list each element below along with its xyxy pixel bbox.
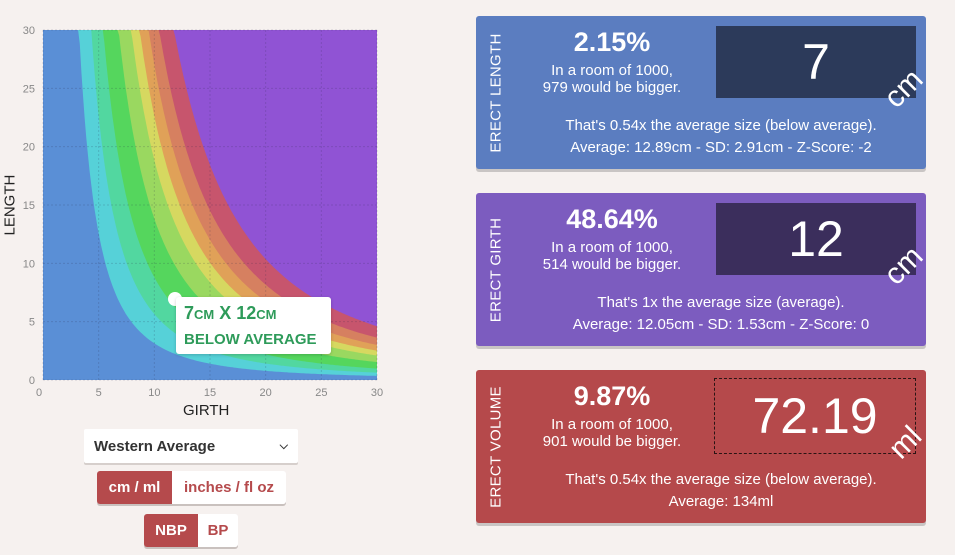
y-tick-label: 10	[23, 258, 35, 270]
length-card: ERECT LENGTH 2.15% In a room of 1000, 97…	[476, 16, 926, 169]
volume-room-line1: In a room of 1000,	[551, 416, 673, 433]
x-tick-label: 30	[371, 387, 383, 399]
unit-option-imperial[interactable]: inches / fl oz	[172, 471, 286, 504]
volume-room-line2: 901 would be bigger.	[542, 433, 682, 450]
tooltip-size: 7CM X 12CM	[184, 303, 277, 323]
y-tick-label: 20	[23, 142, 35, 154]
size-chart: 0 5 10 15 20 25 30 0 5 10 15 20 25 30	[23, 25, 383, 399]
tooltip-rating: BELOW AVERAGE	[184, 331, 317, 348]
volume-percentile: 9.87%	[573, 381, 651, 411]
length-comparison: That's 0.54x the average size (below ave…	[565, 117, 877, 134]
girth-comparison: That's 1x the average size (average).	[597, 294, 845, 311]
girth-percentile: 48.64%	[566, 204, 658, 234]
bp-option-bp[interactable]: BP	[198, 514, 238, 547]
girth-value: 12	[788, 211, 844, 267]
chart-ticks: 0 5 10 15 20 25 30 0 5 10 15 20 25 30	[23, 25, 383, 399]
unit-option-metric[interactable]: cm / ml	[97, 471, 172, 504]
girth-card: ERECT GIRTH 48.64% In a room of 1000, 51…	[476, 193, 926, 346]
unit-toggle: cm / ml inches / fl oz	[97, 471, 286, 504]
population-select[interactable]: Western Average ⌵	[84, 429, 298, 463]
x-tick-label: 15	[204, 387, 216, 399]
volume-card-side: ERECT VOLUME	[476, 370, 516, 523]
volume-value-box: 72.19	[714, 378, 916, 454]
length-card-side: ERECT LENGTH	[476, 16, 516, 169]
chevron-down-icon: ⌵	[279, 439, 288, 452]
x-axis-title: GIRTH	[183, 402, 230, 419]
length-card-label: ERECT LENGTH	[487, 32, 505, 153]
length-stats: Average: 12.89cm - SD: 2.91cm - Z-Score:…	[570, 139, 872, 156]
girth-room-line1: In a room of 1000,	[551, 239, 673, 256]
length-room-line1: In a room of 1000,	[551, 62, 673, 79]
girth-room-line2: 514 would be bigger.	[542, 256, 682, 273]
y-axis-title: LENGTH	[1, 174, 19, 236]
x-tick-label: 5	[96, 387, 102, 399]
y-tick-label: 15	[23, 200, 35, 212]
x-tick-label: 0	[36, 387, 42, 399]
chart-band-9	[48, 30, 377, 327]
x-tick-label: 10	[148, 387, 160, 399]
length-percentile: 2.15%	[573, 27, 651, 57]
volume-value: 72.19	[752, 388, 878, 444]
girth-card-side: ERECT GIRTH	[476, 193, 516, 346]
population-select-value: Western Average	[94, 437, 216, 455]
y-tick-label: 30	[23, 25, 35, 37]
x-tick-label: 20	[260, 387, 272, 399]
y-tick-label: 25	[23, 83, 35, 95]
girth-card-label: ERECT GIRTH	[487, 217, 505, 322]
bp-option-nbp[interactable]: NBP	[144, 514, 198, 547]
y-tick-label: 0	[29, 375, 35, 387]
volume-comparison: That's 0.54x the average size (below ave…	[565, 471, 877, 488]
chart-bands	[43, 30, 377, 380]
volume-card-label: ERECT VOLUME	[487, 385, 505, 508]
size-tooltip: 7CM X 12CM BELOW AVERAGE	[176, 297, 331, 354]
y-tick-label: 5	[29, 317, 35, 329]
length-value: 7	[802, 34, 830, 90]
length-value-box[interactable]: 7	[716, 26, 916, 98]
length-room-line2: 979 would be bigger.	[542, 79, 682, 96]
volume-stats: Average: 134ml	[668, 493, 774, 510]
girth-stats: Average: 12.05cm - SD: 1.53cm - Z-Score:…	[572, 316, 870, 333]
girth-value-box[interactable]: 12	[716, 203, 916, 275]
volume-card: ERECT VOLUME 9.87% In a room of 1000, 90…	[476, 370, 926, 523]
bp-toggle: NBP BP	[144, 514, 238, 547]
x-tick-label: 25	[315, 387, 327, 399]
